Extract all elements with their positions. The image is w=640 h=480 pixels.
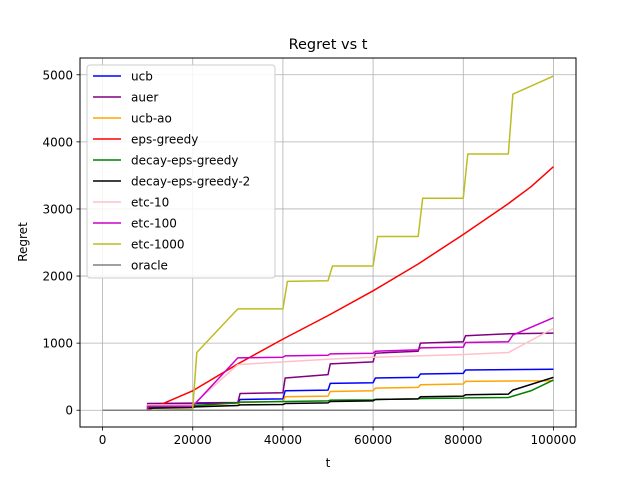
legend: ucb auer ucb-ao eps-greedy decay-eps-greedy d…: [86, 64, 276, 279]
x-tick-label: 0: [99, 433, 107, 447]
legend-label: auer: [131, 91, 158, 105]
legend-label: decay-eps-greedy: [131, 154, 239, 168]
x-tick-label: 40000: [264, 433, 302, 447]
legend-label: ucb-ao: [131, 112, 172, 126]
legend-label: decay-eps-greedy-2: [131, 175, 250, 189]
x-tick-label: 60000: [354, 433, 392, 447]
x-tick-label: 80000: [444, 433, 482, 447]
x-tick-label: 100000: [531, 433, 577, 447]
legend-box: [86, 64, 276, 279]
x-ticks: 0 20000 40000 60000 80000 100000: [99, 427, 577, 447]
legend-item: etc-100: [93, 217, 177, 231]
y-tick-label: 2000: [42, 270, 73, 284]
legend-item: ucb-ao: [93, 112, 172, 126]
legend-item: decay-eps-greedy-2: [93, 175, 250, 189]
legend-item: eps-greedy: [93, 133, 198, 147]
series-layer: [102, 75, 554, 411]
x-axis-label: t: [326, 456, 331, 470]
legend-label: eps-greedy: [131, 133, 198, 147]
legend-item: ucb: [93, 70, 153, 84]
legend-item: etc-1000: [93, 238, 185, 252]
legend-item: oracle: [93, 259, 168, 273]
series-line-etc-1000: [102, 75, 554, 411]
y-tick-label: 5000: [42, 68, 73, 82]
x-tick-label: 20000: [174, 433, 212, 447]
y-tick-label: 4000: [42, 135, 73, 149]
legend-item: etc-10: [93, 196, 169, 210]
y-tick-label: 0: [65, 404, 73, 418]
legend-label: etc-100: [131, 217, 177, 231]
axes-frame: [79, 57, 577, 428]
y-axis-label: Regret: [16, 222, 30, 262]
y-tick-label: 3000: [42, 202, 73, 216]
legend-label: ucb: [131, 70, 153, 84]
legend-item: auer: [93, 91, 158, 105]
legend-label: oracle: [131, 259, 168, 273]
series-line-etc-100: [102, 316, 554, 411]
y-tick-label: 1000: [42, 337, 73, 351]
y-ticks: 0 1000 2000 3000 4000 5000: [42, 68, 80, 418]
series-line-eps-greedy: [102, 166, 554, 411]
chart-title: Regret vs t: [289, 37, 368, 53]
legend-label: etc-10: [131, 196, 169, 210]
legend-item: decay-eps-greedy: [93, 154, 239, 168]
legend-label: etc-1000: [131, 238, 185, 252]
